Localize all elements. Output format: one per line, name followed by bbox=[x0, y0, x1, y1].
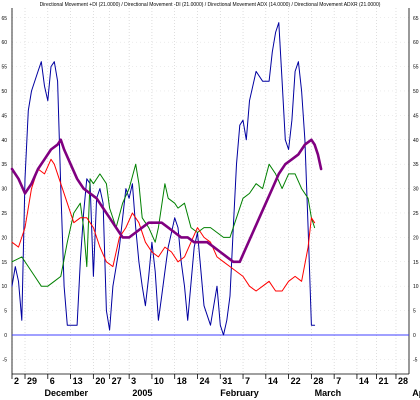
x-day-label: 27 bbox=[112, 376, 122, 386]
y-tick-label-left: 10 bbox=[1, 284, 7, 290]
x-day-label: 21 bbox=[378, 376, 388, 386]
axis-layer bbox=[11, 8, 410, 379]
y-tick-label-left: 45 bbox=[1, 113, 7, 119]
x-day-label: 14 bbox=[359, 376, 369, 386]
series-line-0 bbox=[11, 22, 316, 336]
x-day-label: 29 bbox=[27, 376, 37, 386]
y-tick-label-right: 30 bbox=[413, 187, 419, 193]
x-month-label: April bbox=[412, 388, 420, 398]
x-day-label: 14 bbox=[268, 376, 278, 386]
x-day-label: 24 bbox=[199, 376, 209, 386]
x-month-label: March bbox=[315, 388, 342, 398]
y-tick-label-left: 25 bbox=[1, 211, 7, 217]
x-day-label: 13 bbox=[73, 376, 83, 386]
x-day-label: 18 bbox=[177, 376, 187, 386]
y-tick-label-right: 5 bbox=[413, 309, 416, 315]
x-day-label: 28 bbox=[313, 376, 323, 386]
y-tick-label-left: 5 bbox=[4, 309, 7, 315]
y-tick-label-left: 55 bbox=[1, 65, 7, 71]
chart-title: Directional Movement +DI (21.0000) / Dir… bbox=[40, 2, 381, 8]
y-tick-label-left: 50 bbox=[1, 89, 7, 95]
x-day-label: 10 bbox=[154, 376, 164, 386]
y-tick-label-right: 45 bbox=[413, 113, 419, 119]
series-line-2 bbox=[11, 158, 316, 292]
y-tick-label-right: 40 bbox=[413, 138, 419, 144]
x-day-label: 31 bbox=[222, 376, 232, 386]
x-day-label: 3 bbox=[131, 376, 136, 386]
y-tick-label-right: 15 bbox=[413, 260, 419, 266]
x-month-label: 2005 bbox=[132, 388, 152, 398]
y-tick-label-left: -5 bbox=[3, 357, 8, 363]
y-tick-label-left: 30 bbox=[1, 187, 7, 193]
y-tick-label-left: 60 bbox=[1, 40, 7, 46]
series-line-3 bbox=[10, 138, 323, 264]
y-tick-label-right: 35 bbox=[413, 162, 419, 168]
x-day-label: 20 bbox=[95, 376, 105, 386]
x-day-label: 7 bbox=[245, 376, 250, 386]
x-month-label: February bbox=[220, 388, 259, 398]
y-tick-label-left: 15 bbox=[1, 260, 7, 266]
y-tick-label-right: 25 bbox=[413, 211, 419, 217]
y-tick-label-left: 20 bbox=[1, 235, 7, 241]
y-tick-label-right: 10 bbox=[413, 284, 419, 290]
grid-layer bbox=[11, 8, 409, 374]
y-tick-label-left: 40 bbox=[1, 138, 7, 144]
y-tick-label-right: 60 bbox=[413, 40, 419, 46]
series-line-1 bbox=[11, 163, 316, 287]
y-tick-label-left: 35 bbox=[1, 162, 7, 168]
x-day-label: 2 bbox=[14, 376, 19, 386]
series-layer bbox=[10, 22, 323, 336]
y-tick-label-right: -5 bbox=[413, 357, 418, 363]
y-tick-label-right: 0 bbox=[413, 333, 416, 339]
x-month-label: December bbox=[45, 388, 89, 398]
x-day-label: 6 bbox=[50, 376, 55, 386]
y-tick-label-right: 65 bbox=[413, 16, 419, 22]
y-tick-label-right: 50 bbox=[413, 89, 419, 95]
y-tick-label-left: 0 bbox=[4, 333, 7, 339]
x-day-label: 7 bbox=[336, 376, 341, 386]
y-tick-label-right: 55 bbox=[413, 65, 419, 71]
x-day-label: 22 bbox=[291, 376, 301, 386]
x-day-label: 28 bbox=[398, 376, 408, 386]
y-tick-label-right: 20 bbox=[413, 235, 419, 241]
y-tick-label-left: 65 bbox=[1, 16, 7, 22]
